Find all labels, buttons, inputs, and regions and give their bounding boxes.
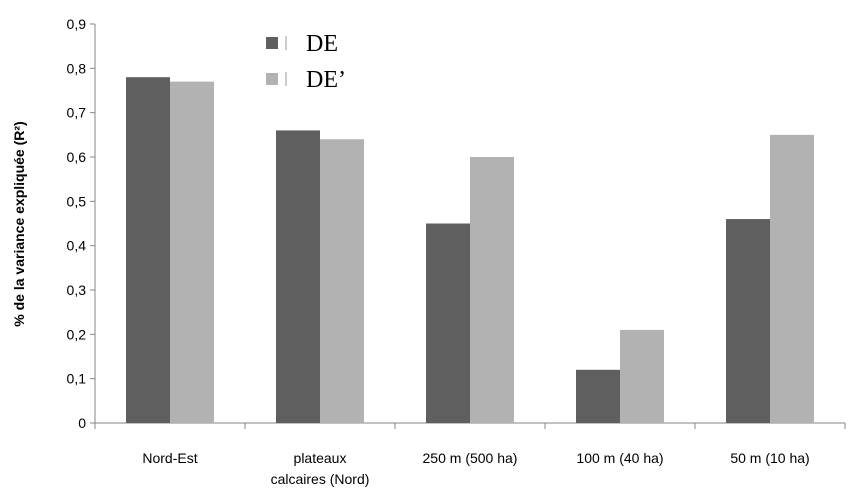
bar-de-prime (470, 157, 514, 423)
x-tick-label: 100 m (40 ha) (576, 450, 663, 466)
y-axis: 0 0,1 0,2 0,3 0,4 0,5 0,6 0,7 0,8 0,9 (67, 16, 96, 431)
legend-swatch (266, 37, 278, 49)
bar-de-prime (170, 81, 214, 423)
y-tick-label: 0 (78, 415, 86, 431)
legend: DE DE’ (266, 31, 346, 93)
y-tick-label: 0,5 (67, 193, 87, 209)
y-tick-label: 0,6 (67, 149, 87, 165)
y-tick-label: 0,3 (67, 282, 87, 298)
x-tick-label: plateaux calcaires (Nord) (271, 450, 370, 487)
y-tick-label: 0,2 (67, 326, 87, 342)
x-tick-label: 50 m (10 ha) (730, 450, 809, 466)
legend-label: DE (306, 31, 338, 57)
bar-de-prime (620, 329, 664, 423)
bar-de (576, 369, 620, 423)
y-tick-label: 0,8 (67, 60, 87, 76)
bar-de (426, 223, 470, 423)
x-axis: Nord-Est plateaux calcaires (Nord) 250 m (5… (94, 422, 846, 487)
y-tick-label: 0,7 (67, 105, 87, 121)
legend-label: DE’ (306, 67, 346, 93)
y-axis-title: % de la variance expliquée (R²) (11, 121, 27, 326)
y-tick-label: 0,1 (67, 371, 87, 387)
bar-de (126, 77, 170, 423)
y-tick-label: 0,4 (67, 238, 87, 254)
y-tick-label: 0,9 (67, 16, 87, 32)
bar-de (726, 219, 770, 423)
x-tick-label: 250 m (500 ha) (423, 450, 518, 466)
bar-de-prime (320, 139, 364, 423)
bar-de (276, 130, 320, 423)
bar-de-prime (770, 134, 814, 424)
x-tick-label: Nord-Est (142, 450, 197, 466)
bars (126, 77, 814, 424)
legend-swatch (266, 73, 278, 85)
